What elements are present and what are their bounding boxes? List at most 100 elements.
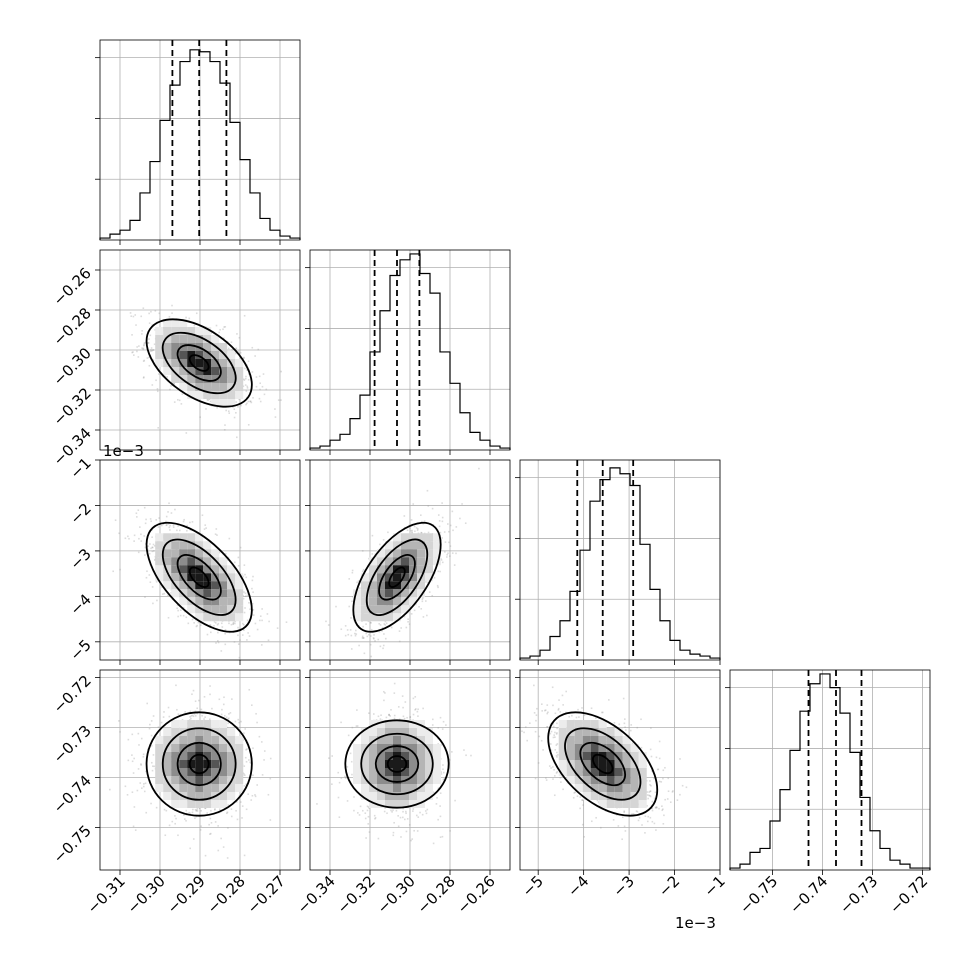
density-cell bbox=[219, 752, 228, 760]
density-cell bbox=[417, 549, 425, 558]
sample-point bbox=[374, 640, 376, 642]
density-cell bbox=[235, 573, 244, 582]
density-cell bbox=[163, 367, 172, 375]
sample-point bbox=[215, 324, 218, 327]
density-cell bbox=[171, 768, 180, 776]
sample-point bbox=[149, 350, 152, 353]
sample-point bbox=[223, 429, 226, 431]
density-cell bbox=[171, 573, 180, 582]
sample-point bbox=[248, 759, 250, 761]
sample-point bbox=[392, 809, 394, 812]
sample-point bbox=[150, 720, 153, 722]
sample-point bbox=[423, 520, 426, 522]
sample-point bbox=[201, 514, 204, 517]
sample-point bbox=[158, 312, 161, 315]
sample-point bbox=[210, 332, 213, 334]
sample-point bbox=[141, 330, 143, 332]
contour-line bbox=[161, 727, 237, 801]
sample-point bbox=[258, 375, 261, 378]
density-cell bbox=[227, 605, 236, 614]
sample-point bbox=[478, 467, 480, 470]
density-cell bbox=[219, 776, 228, 784]
sample-point bbox=[135, 512, 138, 515]
sample-point bbox=[191, 693, 193, 696]
sample-point bbox=[407, 621, 409, 623]
sample-point bbox=[459, 517, 461, 520]
x-tick-label: −0.34 bbox=[294, 872, 339, 917]
sample-point bbox=[160, 721, 163, 724]
sample-point bbox=[214, 533, 217, 536]
sample-point bbox=[227, 827, 229, 829]
density-cell bbox=[219, 391, 228, 399]
density-cell bbox=[377, 549, 385, 558]
sample-point bbox=[224, 424, 226, 426]
sample-point bbox=[159, 521, 162, 524]
sample-point bbox=[348, 578, 351, 580]
sample-point bbox=[441, 561, 444, 564]
x-tick-label: −0.27 bbox=[244, 872, 289, 917]
sample-point bbox=[153, 765, 156, 768]
sample-point bbox=[214, 808, 216, 810]
scatter-panel-3-1: −0.34−0.32−0.30−0.28−0.26 bbox=[294, 669, 511, 917]
sample-point bbox=[142, 756, 145, 758]
density-cell bbox=[179, 533, 188, 542]
density-cell bbox=[171, 589, 180, 598]
sample-point bbox=[133, 806, 136, 808]
sample-point bbox=[140, 763, 142, 765]
density-cell bbox=[203, 613, 212, 622]
sample-point bbox=[410, 839, 412, 842]
density-cell bbox=[163, 768, 172, 776]
sample-point bbox=[148, 356, 150, 359]
sample-point bbox=[391, 811, 393, 813]
sample-point bbox=[393, 692, 396, 694]
sample-point bbox=[224, 628, 227, 631]
sample-point bbox=[260, 644, 263, 646]
sample-point bbox=[453, 564, 456, 566]
sample-point bbox=[225, 409, 227, 412]
sample-point bbox=[258, 735, 261, 738]
sample-point bbox=[150, 310, 152, 313]
sample-point bbox=[230, 808, 233, 810]
sample-point bbox=[442, 764, 444, 766]
density-cell bbox=[401, 589, 409, 598]
sample-point bbox=[149, 543, 151, 545]
contour-line bbox=[188, 566, 210, 588]
sample-point bbox=[449, 545, 452, 547]
density-cell bbox=[163, 760, 172, 768]
sample-point bbox=[362, 637, 364, 639]
sample-point bbox=[316, 803, 318, 805]
sample-point bbox=[213, 625, 215, 627]
sample-point bbox=[219, 328, 221, 331]
density-cell bbox=[203, 605, 212, 614]
density-cell bbox=[187, 736, 196, 744]
sample-point bbox=[203, 528, 206, 530]
sample-point bbox=[399, 816, 402, 819]
sample-point bbox=[244, 595, 247, 598]
sample-point bbox=[447, 523, 449, 525]
sample-point bbox=[141, 787, 143, 789]
sample-point bbox=[277, 399, 280, 401]
density-cell bbox=[211, 605, 220, 614]
contour-line bbox=[161, 331, 237, 395]
y-tick-label: −3 bbox=[66, 545, 94, 573]
sample-point bbox=[249, 608, 251, 611]
sample-point bbox=[226, 857, 229, 859]
sample-point bbox=[243, 314, 246, 317]
density-cell bbox=[163, 752, 172, 760]
density-cell bbox=[155, 784, 164, 792]
sample-point bbox=[155, 580, 158, 583]
sample-point bbox=[269, 819, 272, 821]
sample-point bbox=[139, 526, 141, 528]
density-cell bbox=[163, 581, 172, 590]
sample-point bbox=[249, 400, 252, 403]
density-cell bbox=[155, 736, 164, 744]
sample-point bbox=[252, 575, 254, 578]
density-cell bbox=[179, 557, 188, 566]
sample-point bbox=[152, 349, 154, 351]
density-cell bbox=[195, 768, 204, 776]
density-cell bbox=[179, 752, 188, 760]
density-cell bbox=[425, 533, 433, 542]
sample-point bbox=[140, 764, 142, 766]
panel-frame bbox=[99, 39, 301, 241]
sample-point bbox=[377, 837, 380, 840]
